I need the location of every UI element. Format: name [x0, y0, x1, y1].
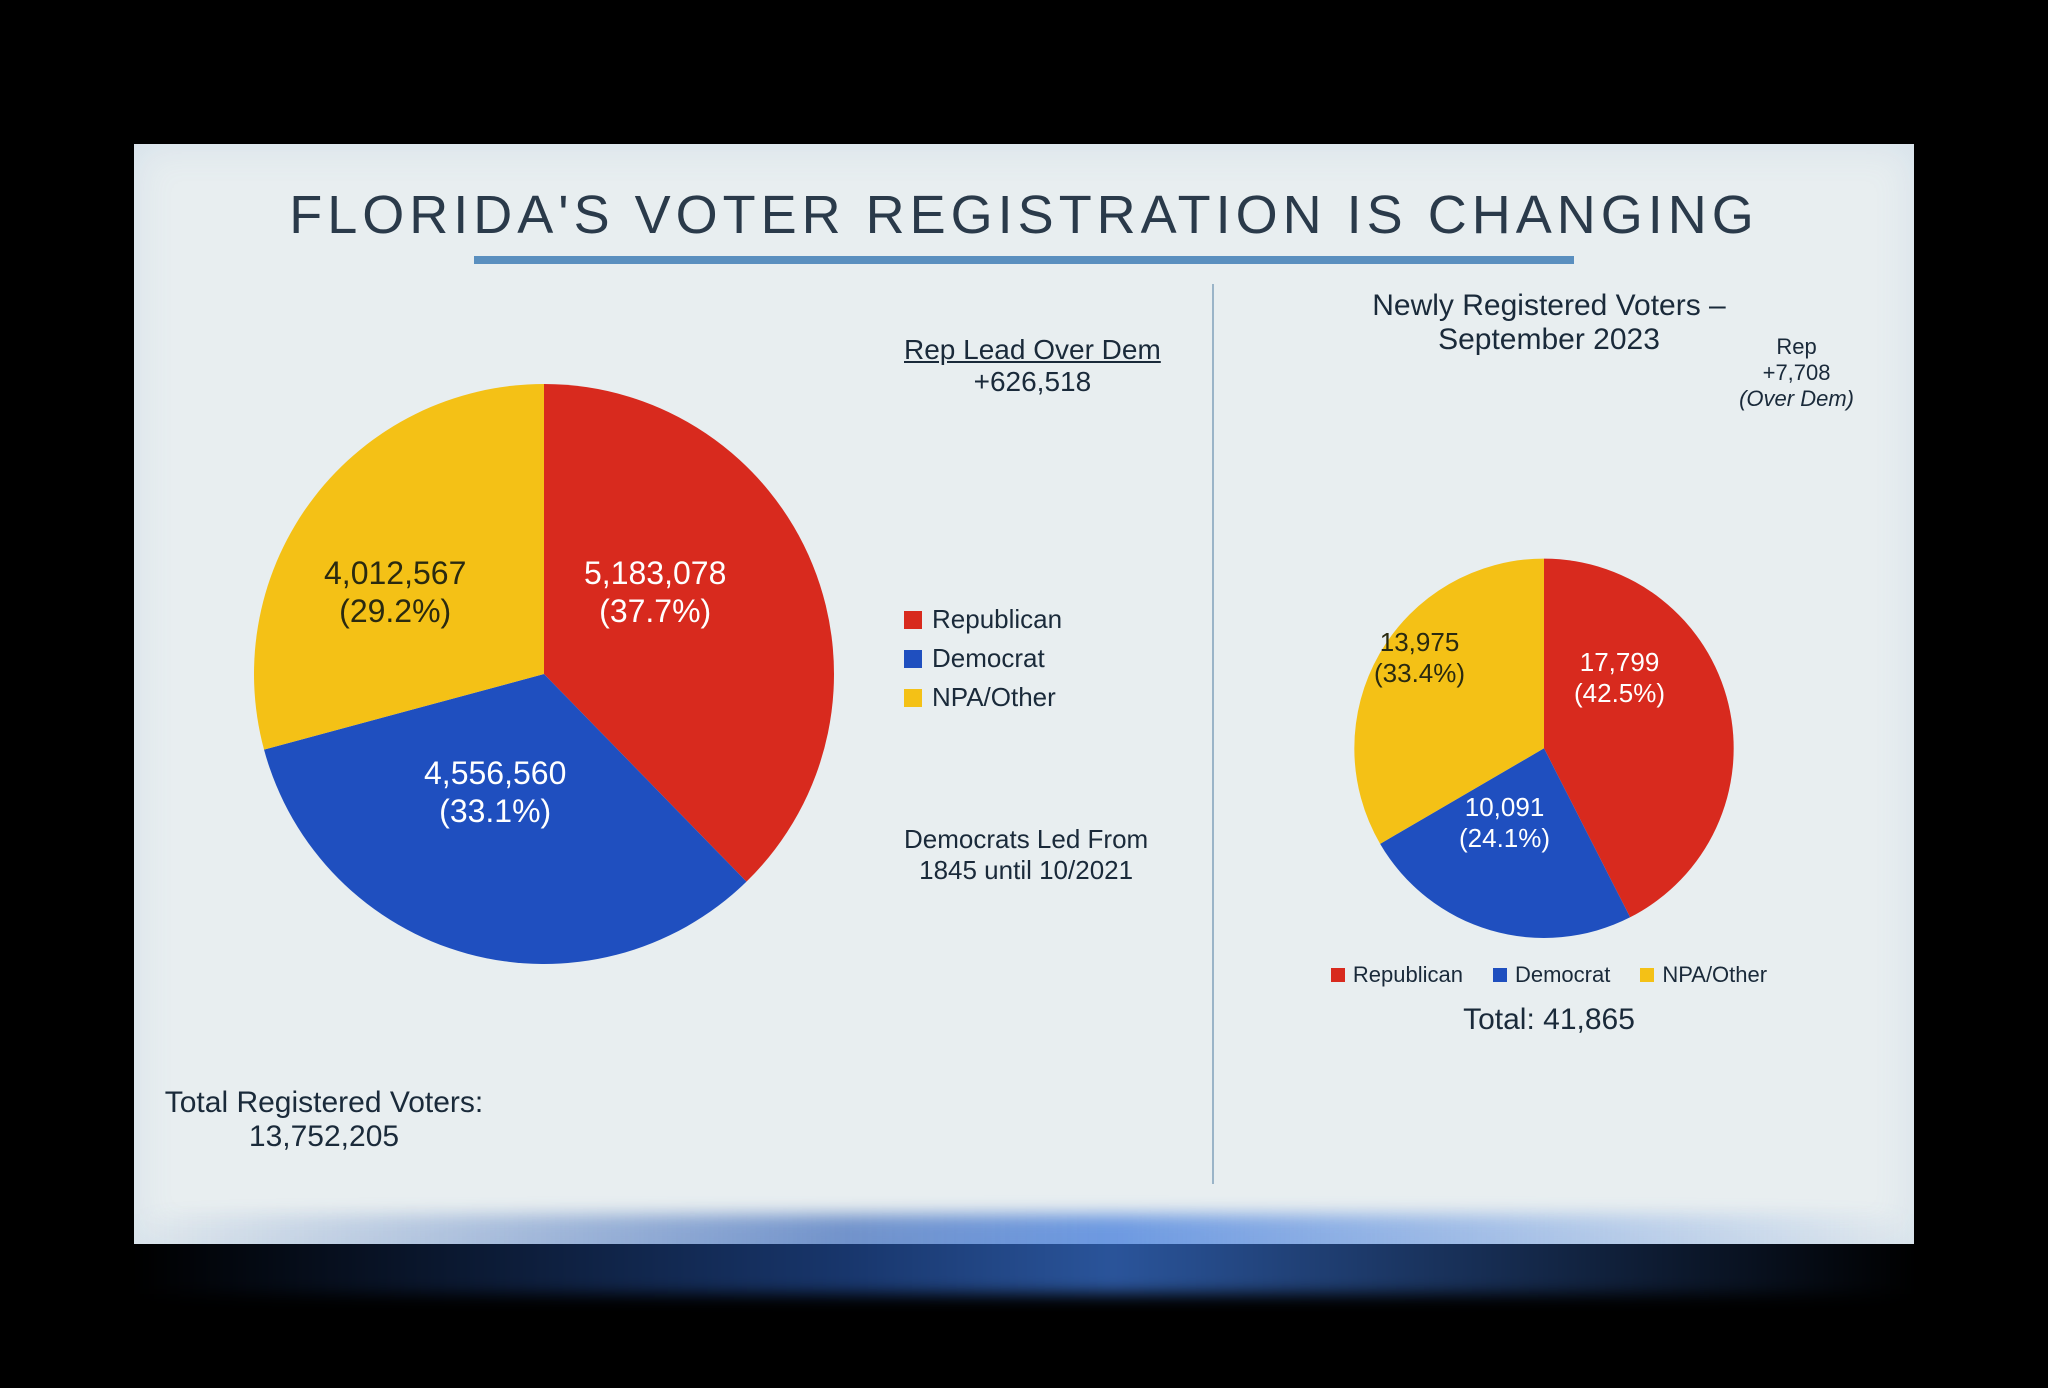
left-label-dem: 4,556,560 (33.1%) — [424, 754, 566, 831]
content-row: 5,183,078 (37.7%) 4,556,560 (33.1%) 4,01… — [184, 284, 1864, 1184]
legend-label-rep: Republican — [932, 604, 1062, 635]
legend-row-rep: Republican — [904, 604, 1062, 635]
right-total: Total: 41,865 — [1234, 1003, 1864, 1037]
right-panel: Newly Registered Voters – September 2023… — [1214, 284, 1864, 1184]
legend-swatch-npa — [904, 689, 922, 707]
legend-swatch-npa — [1640, 968, 1654, 982]
right-sub-label: Rep — [1739, 334, 1854, 360]
right-legend-npa: NPA/Other — [1640, 962, 1767, 988]
right-legend-rep-label: Republican — [1353, 962, 1463, 988]
right-rep-value: 17,799 — [1574, 647, 1665, 678]
right-pie-wrap: 17,799 (42.5%) 10,091 (24.1%) 13,975 (33… — [1234, 387, 1864, 952]
left-dem-pct: (33.1%) — [424, 792, 566, 830]
right-legend-dem-label: Democrat — [1515, 962, 1610, 988]
right-total-value: 41,865 — [1543, 1003, 1635, 1036]
left-label-rep: 5,183,078 (37.7%) — [584, 554, 726, 631]
right-npa-value: 13,975 — [1374, 627, 1465, 658]
legend-swatch-rep — [1331, 968, 1345, 982]
left-footer-value: 13,752,205 — [0, 1120, 684, 1154]
legend-row-dem: Democrat — [904, 643, 1062, 674]
left-lead-label: Rep Lead Over Dem — [904, 334, 1161, 366]
right-label-dem: 10,091 (24.1%) — [1459, 792, 1550, 854]
right-pie-chart — [1234, 387, 1854, 947]
legend-swatch-dem — [1493, 968, 1507, 982]
legend-label-npa: NPA/Other — [932, 682, 1056, 713]
slide: FLORIDA'S VOTER REGISTRATION IS CHANGING… — [134, 144, 1914, 1244]
legend-row-npa: NPA/Other — [904, 682, 1062, 713]
left-npa-value: 4,012,567 — [324, 554, 466, 592]
right-total-label: Total: — [1463, 1003, 1535, 1036]
right-label-npa: 13,975 (33.4%) — [1374, 627, 1465, 689]
right-legend-dem: Democrat — [1493, 962, 1610, 988]
bottom-glow — [134, 1214, 1914, 1294]
left-note: Democrats Led From 1845 until 10/2021 — [904, 824, 1148, 886]
slide-title: FLORIDA'S VOTER REGISTRATION IS CHANGING — [184, 184, 1864, 246]
right-sub-value: +7,708 — [1739, 360, 1854, 386]
left-panel: 5,183,078 (37.7%) 4,556,560 (33.1%) 4,01… — [184, 284, 1214, 1184]
left-legend: Republican Democrat NPA/Other — [904, 604, 1062, 721]
left-footer-label: Total Registered Voters: — [0, 1086, 684, 1120]
legend-swatch-rep — [904, 611, 922, 629]
left-rep-pct: (37.7%) — [584, 592, 726, 630]
left-label-npa: 4,012,567 (29.2%) — [324, 554, 466, 631]
right-dem-pct: (24.1%) — [1459, 823, 1550, 854]
left-lead-box: Rep Lead Over Dem +626,518 — [904, 334, 1161, 398]
right-legend-npa-label: NPA/Other — [1662, 962, 1767, 988]
legend-swatch-dem — [904, 650, 922, 668]
right-npa-pct: (33.4%) — [1374, 658, 1465, 689]
right-legend-rep: Republican — [1331, 962, 1463, 988]
left-npa-pct: (29.2%) — [324, 592, 466, 630]
right-rep-pct: (42.5%) — [1574, 678, 1665, 709]
right-dem-value: 10,091 — [1459, 792, 1550, 823]
left-rep-value: 5,183,078 — [584, 554, 726, 592]
left-footer: Total Registered Voters: 13,752,205 — [0, 1086, 684, 1154]
legend-label-dem: Democrat — [932, 643, 1045, 674]
left-dem-value: 4,556,560 — [424, 754, 566, 792]
right-legend: Republican Democrat NPA/Other — [1234, 962, 1864, 988]
right-label-rep: 17,799 (42.5%) — [1574, 647, 1665, 709]
left-lead-value: +626,518 — [904, 366, 1161, 398]
left-pie-chart — [184, 284, 904, 1004]
title-underline — [474, 256, 1574, 264]
